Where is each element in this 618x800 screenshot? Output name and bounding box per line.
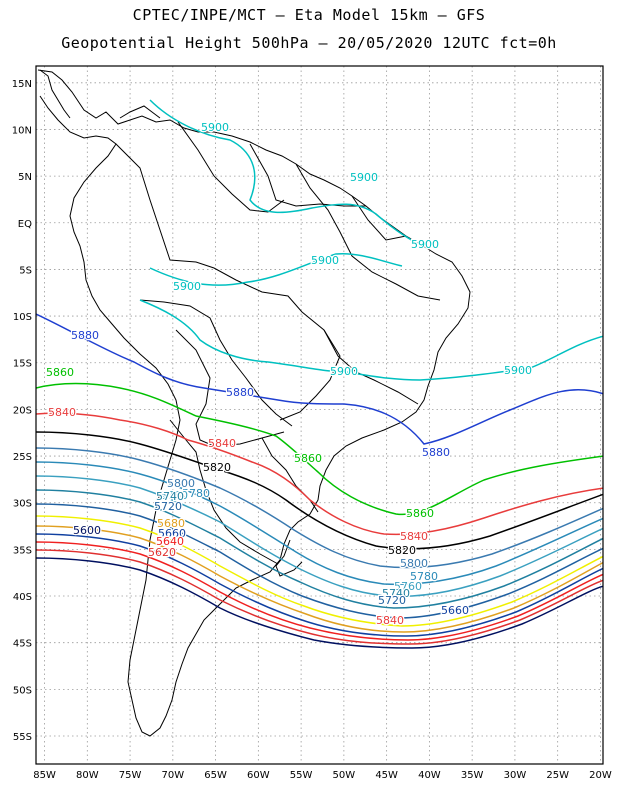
contour-5840 <box>36 412 603 536</box>
contour-label-5740: 5740 <box>382 587 410 600</box>
contour-label-5680: 5680 <box>157 517 185 530</box>
contour-5900-inner <box>149 253 403 286</box>
lon-tick-label: 75W <box>119 770 142 781</box>
contour-label-5760: 5760 <box>394 580 422 593</box>
lon-tick-label: 35W <box>461 770 484 781</box>
contour-5880 <box>36 313 603 445</box>
map-subtitle: Geopotential Height 500hPa – 20/05/2020 … <box>61 34 557 52</box>
lat-tick-label: 40S <box>13 592 32 603</box>
lat-tick-label: 55S <box>13 732 32 743</box>
contour-label-5660: 5660 <box>441 604 469 617</box>
contour-label-5600: 5600 <box>73 524 101 537</box>
lon-tick-label: 80W <box>76 770 99 781</box>
contour-label-5660: 5660 <box>158 527 186 540</box>
contour-5660 <box>36 533 603 637</box>
contour-label-5860: 5860 <box>294 452 322 465</box>
contour-label-5800: 5800 <box>167 477 195 490</box>
lon-tick-label: 70W <box>162 770 185 781</box>
contour-label-5780: 5780 <box>410 570 438 583</box>
lat-lon-grid <box>36 66 603 764</box>
contour-label-5640: 5640 <box>156 535 184 548</box>
lon-tick-label: 30W <box>504 770 527 781</box>
lat-tick-label: 50S <box>13 685 32 696</box>
contour-label-5860: 5860 <box>46 366 74 379</box>
lat-tick-label: 5S <box>19 265 32 276</box>
lat-tick-label: 5N <box>18 172 32 183</box>
contour-label-5900: 5900 <box>330 365 358 378</box>
contour-5800 <box>36 447 603 569</box>
lon-tick-label: 45W <box>375 770 398 781</box>
contour-label-5800: 5800 <box>400 557 428 570</box>
contour-label-5900: 5900 <box>350 171 378 184</box>
contour-label-5880: 5880 <box>226 386 254 399</box>
lon-tick-label: 50W <box>333 770 356 781</box>
lon-tick-label: 55W <box>290 770 313 781</box>
contour-label-5900: 5900 <box>311 254 339 267</box>
lon-tick-label: 40W <box>418 770 441 781</box>
lon-tick-label: 60W <box>247 770 270 781</box>
longitude-tick-labels: 85W 80W 75W 70W 65W 60W 55W 50W 45W 40W 35W 30W 25W 2… <box>33 770 612 781</box>
lat-tick-label: 10S <box>13 312 32 323</box>
contour-5640 <box>36 541 603 641</box>
contour-5780 <box>36 461 603 586</box>
contour-label-5880: 5880 <box>71 329 99 342</box>
lat-tick-label: 15S <box>13 359 32 370</box>
contour-5740 <box>36 489 603 609</box>
contour-label-5860: 5860 <box>406 507 434 520</box>
contour-5900-central <box>139 299 603 381</box>
contour-label-5840: 5840 <box>208 437 236 450</box>
latitude-tick-labels: 15N 10N 5N EQ 5S 10S 15S 20S 25S 30S 35S 40S 45S 50S 5… <box>12 79 32 743</box>
contour-labels: 5900 5900 5900 5900 5900 5900 5900 5880 5880 5880… <box>45 120 534 629</box>
contour-label-5820: 5820 <box>388 544 416 557</box>
contour-label-5900: 5900 <box>504 364 532 377</box>
lat-tick-label: EQ <box>18 219 32 230</box>
contour-label-5820: 5820 <box>203 461 231 474</box>
map-frame <box>35 65 604 765</box>
contour-label-5720: 5720 <box>378 594 406 607</box>
contour-label-5900: 5900 <box>201 121 229 134</box>
lat-tick-label: 35S <box>13 545 32 556</box>
contour-5680 <box>36 525 603 633</box>
contour-5720 <box>36 503 603 619</box>
lat-tick-label: 25S <box>13 452 32 463</box>
contour-label-5900: 5900 <box>173 280 201 293</box>
contour-label-5840: 5840 <box>376 614 404 627</box>
contour-5700 <box>36 515 603 627</box>
lat-tick-label: 30S <box>13 499 32 510</box>
contour-label-5880: 5880 <box>422 446 450 459</box>
contour-label-5900: 5900 <box>411 238 439 251</box>
contour-5820 <box>36 431 603 550</box>
contour-5620 <box>36 549 603 645</box>
contour-5600 <box>36 557 603 649</box>
lon-tick-label: 65W <box>204 770 227 781</box>
lat-tick-label: 45S <box>13 639 32 650</box>
map-title: CPTEC/INPE/MCT – Eta Model 15km – GFS <box>132 6 486 24</box>
lon-tick-label: 85W <box>33 770 56 781</box>
contour-5860 <box>36 382 603 516</box>
lat-tick-label: 10N <box>12 125 32 136</box>
contour-label-5760: 5760 <box>160 489 188 502</box>
lat-tick-label: 20S <box>13 405 32 416</box>
contour-label-5740: 5740 <box>156 490 184 503</box>
contour-label-5620: 5620 <box>148 546 176 559</box>
contour-label-5840: 5840 <box>48 406 76 419</box>
contour-label-5780: 5780 <box>182 487 210 500</box>
lon-tick-label: 25W <box>546 770 569 781</box>
contour-5900-north <box>149 99 421 246</box>
lat-tick-label: 15N <box>12 79 32 90</box>
height-contours <box>36 99 603 649</box>
contour-5760 <box>36 475 603 598</box>
contour-label-5720: 5720 <box>154 500 182 513</box>
lon-tick-label: 20W <box>589 770 612 781</box>
contour-label-5840: 5840 <box>400 530 428 543</box>
